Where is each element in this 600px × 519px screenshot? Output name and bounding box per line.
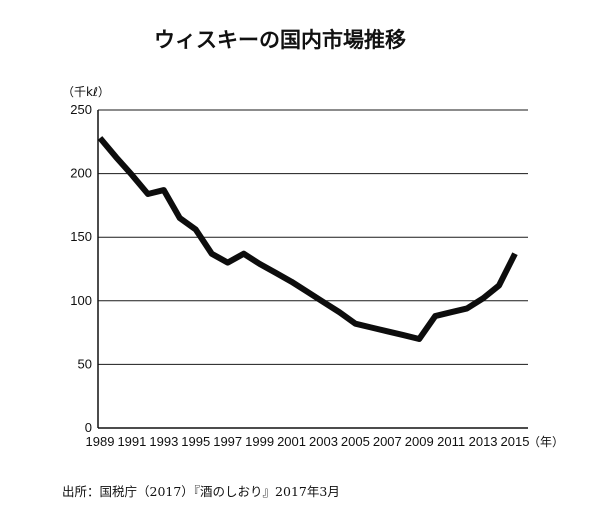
y-tick-label: 200 <box>70 166 92 181</box>
y-axis-ticks: 0 50 100 150 200 250 <box>70 102 92 435</box>
x-tick-label: 1997 <box>213 434 242 449</box>
x-tick-label: 1993 <box>149 434 178 449</box>
x-tick-label: 1995 <box>181 434 210 449</box>
x-tick-label: 1989 <box>86 434 115 449</box>
y-tick-label: 250 <box>70 102 92 117</box>
source-note: 出所：国税庁（2017）『酒のしおり』2017年3月 <box>62 484 340 499</box>
y-axis-unit-label: （千kℓ） <box>62 85 110 99</box>
x-tick-label: 2007 <box>373 434 402 449</box>
x-axis-ticks: 1989 1991 1993 1995 1997 1999 2001 2003 2005 2007… <box>86 434 530 449</box>
x-tick-label: 2003 <box>309 434 338 449</box>
x-tick-label: 2009 <box>405 434 434 449</box>
y-tick-label: 100 <box>70 293 92 308</box>
y-tick-label: 0 <box>85 420 92 435</box>
chart-title: ウィスキーの国内市場推移 <box>154 28 406 52</box>
x-tick-label: 2005 <box>341 434 370 449</box>
x-tick-label: 2013 <box>469 434 498 449</box>
x-tick-label: 2011 <box>437 434 465 449</box>
y-tick-label: 50 <box>78 356 92 371</box>
series-line-whisky <box>97 136 518 342</box>
x-axis-unit-label: （年） <box>528 435 564 449</box>
y-tick-label: 150 <box>70 229 92 244</box>
gridlines <box>97 109 528 429</box>
x-tick-label: 1999 <box>245 434 274 449</box>
x-tick-label: 2001 <box>277 434 306 449</box>
x-tick-label: 1991 <box>117 434 146 449</box>
x-tick-label: 2015 <box>501 434 530 449</box>
